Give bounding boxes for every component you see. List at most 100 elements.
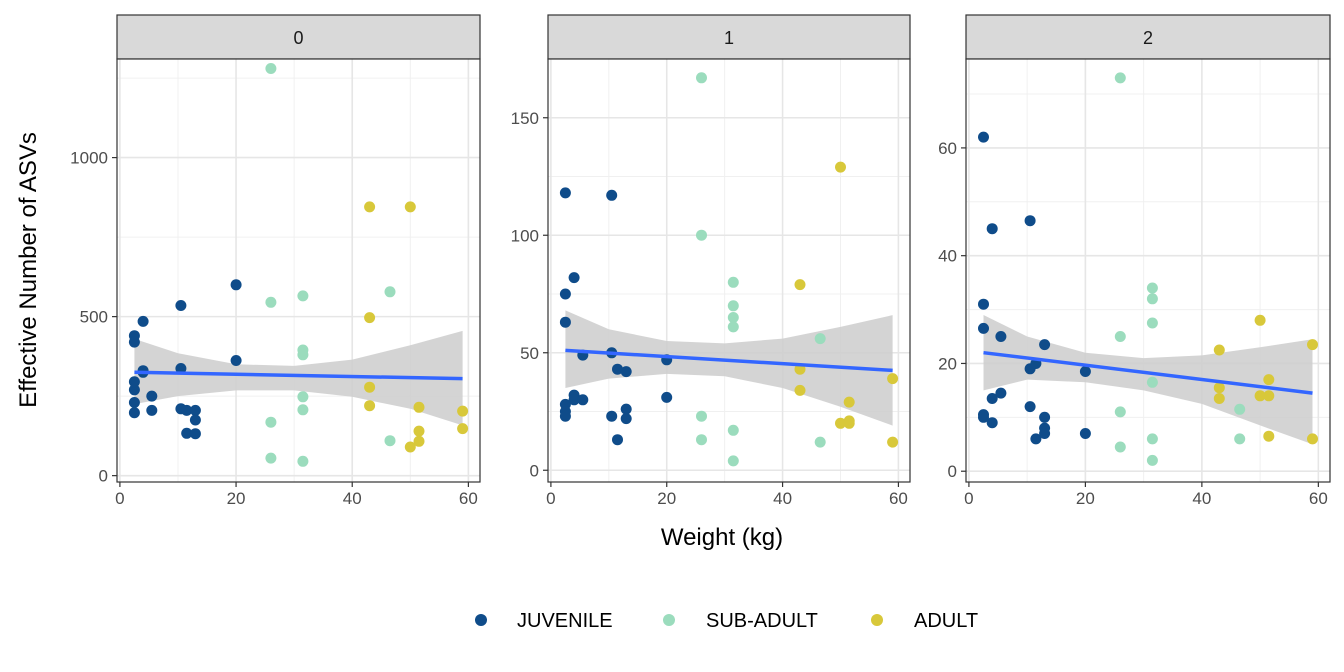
data-point-juvenile [189, 404, 201, 416]
data-point-sub-adult [1146, 454, 1158, 466]
data-point-juvenile [230, 355, 242, 366]
data-point-juvenile [1039, 411, 1051, 423]
data-point-adult [364, 381, 376, 393]
y-tick-label: 40 [938, 247, 957, 266]
data-point-adult [404, 441, 416, 453]
data-point-juvenile [995, 387, 1007, 399]
panel-border [965, 58, 1331, 483]
data-point-sub-adult [814, 333, 826, 345]
data-point-juvenile [1030, 433, 1042, 445]
legend-label-adult: ADULT [914, 610, 978, 632]
data-point-adult [413, 425, 425, 437]
legend-label-juvenile: JUVENILE [517, 610, 613, 632]
data-point-adult [835, 417, 846, 429]
data-point-sub-adult [297, 404, 309, 416]
data-point-juvenile [559, 410, 571, 422]
data-point-sub-adult [727, 455, 739, 467]
facet-strip [547, 14, 911, 60]
data-point-sub-adult [265, 452, 277, 464]
data-point-sub-adult [1146, 282, 1158, 294]
data-point-juvenile [146, 404, 158, 416]
data-point-sub-adult [1114, 441, 1126, 453]
x-tick-label: 40 [343, 489, 362, 508]
data-point-sub-adult [727, 276, 739, 288]
data-point-juvenile [620, 403, 632, 415]
data-point-adult [1254, 314, 1266, 326]
data-point-sub-adult [297, 290, 309, 302]
data-point-sub-adult [384, 435, 396, 447]
data-point-juvenile [620, 366, 632, 378]
data-point-adult [457, 423, 469, 435]
trend-line [134, 370, 463, 381]
data-point-juvenile [568, 272, 580, 284]
data-point-juvenile [1024, 401, 1036, 413]
data-point-juvenile [986, 223, 998, 235]
data-point-adult [843, 417, 855, 429]
trend-line [565, 348, 893, 373]
data-point-adult [1307, 433, 1318, 445]
data-point-juvenile [128, 397, 140, 408]
data-point-adult [887, 373, 899, 385]
panel-border [116, 58, 481, 483]
x-tick-label: 60 [889, 489, 908, 508]
data-point-juvenile [1079, 428, 1091, 439]
panel-1: 1 0 20 40 60 0 50 100 150 [511, 14, 911, 508]
x-axis-title: Weight (kg) [661, 524, 783, 551]
data-point-adult [843, 396, 855, 408]
data-point-sub-adult [727, 424, 739, 436]
trend-line [983, 350, 1313, 395]
data-point-juvenile [620, 413, 632, 425]
data-point-adult [364, 400, 376, 412]
data-point-adult [794, 279, 806, 291]
data-point-sub-adult [1114, 72, 1126, 84]
data-point-sub-adult [265, 63, 277, 74]
y-tick-label: 150 [511, 109, 539, 128]
data-point-sub-adult [727, 312, 739, 323]
data-point-juvenile [978, 131, 989, 143]
data-point-sub-adult [696, 434, 707, 446]
data-point-juvenile [559, 187, 571, 199]
plot-panel [548, 59, 910, 482]
data-point-sub-adult [265, 416, 277, 428]
data-point-juvenile [577, 394, 589, 406]
facet-strip [116, 14, 481, 60]
data-point-sub-adult [297, 391, 309, 403]
data-point-juvenile [146, 390, 158, 402]
x-tick-label: 0 [546, 489, 555, 508]
facet-strip-label: 0 [293, 28, 303, 48]
data-point-sub-adult [727, 321, 739, 333]
data-point-adult [364, 201, 376, 213]
data-point-sub-adult [297, 455, 309, 467]
data-point-adult [1263, 374, 1275, 386]
y-tick-label: 50 [520, 344, 539, 363]
data-point-adult [413, 401, 425, 413]
data-point-juvenile [986, 393, 998, 404]
data-point-sub-adult [1146, 293, 1158, 305]
data-point-juvenile [1039, 428, 1051, 439]
data-point-juvenile [978, 322, 989, 334]
data-point-juvenile [995, 331, 1007, 342]
y-tick-label: 0 [948, 462, 957, 481]
data-point-sub-adult [696, 229, 707, 241]
x-tick-label: 0 [964, 489, 973, 508]
data-point-juvenile [181, 404, 193, 416]
data-point-juvenile [175, 363, 187, 374]
data-point-sub-adult [1234, 433, 1246, 445]
data-point-adult [364, 312, 376, 324]
data-point-adult [457, 405, 469, 417]
data-point-sub-adult [1234, 403, 1246, 415]
data-point-adult [1307, 339, 1318, 351]
data-point-sub-adult [297, 349, 309, 361]
data-point-adult [1263, 430, 1275, 442]
data-point-juvenile [1039, 339, 1051, 351]
data-point-adult [835, 161, 846, 173]
data-point-juvenile [175, 300, 187, 311]
data-point-adult [794, 384, 806, 396]
y-tick-label: 100 [511, 226, 539, 245]
data-point-juvenile [128, 407, 140, 419]
data-point-juvenile [230, 279, 242, 291]
data-point-juvenile [1079, 366, 1091, 377]
data-point-adult [404, 201, 416, 213]
